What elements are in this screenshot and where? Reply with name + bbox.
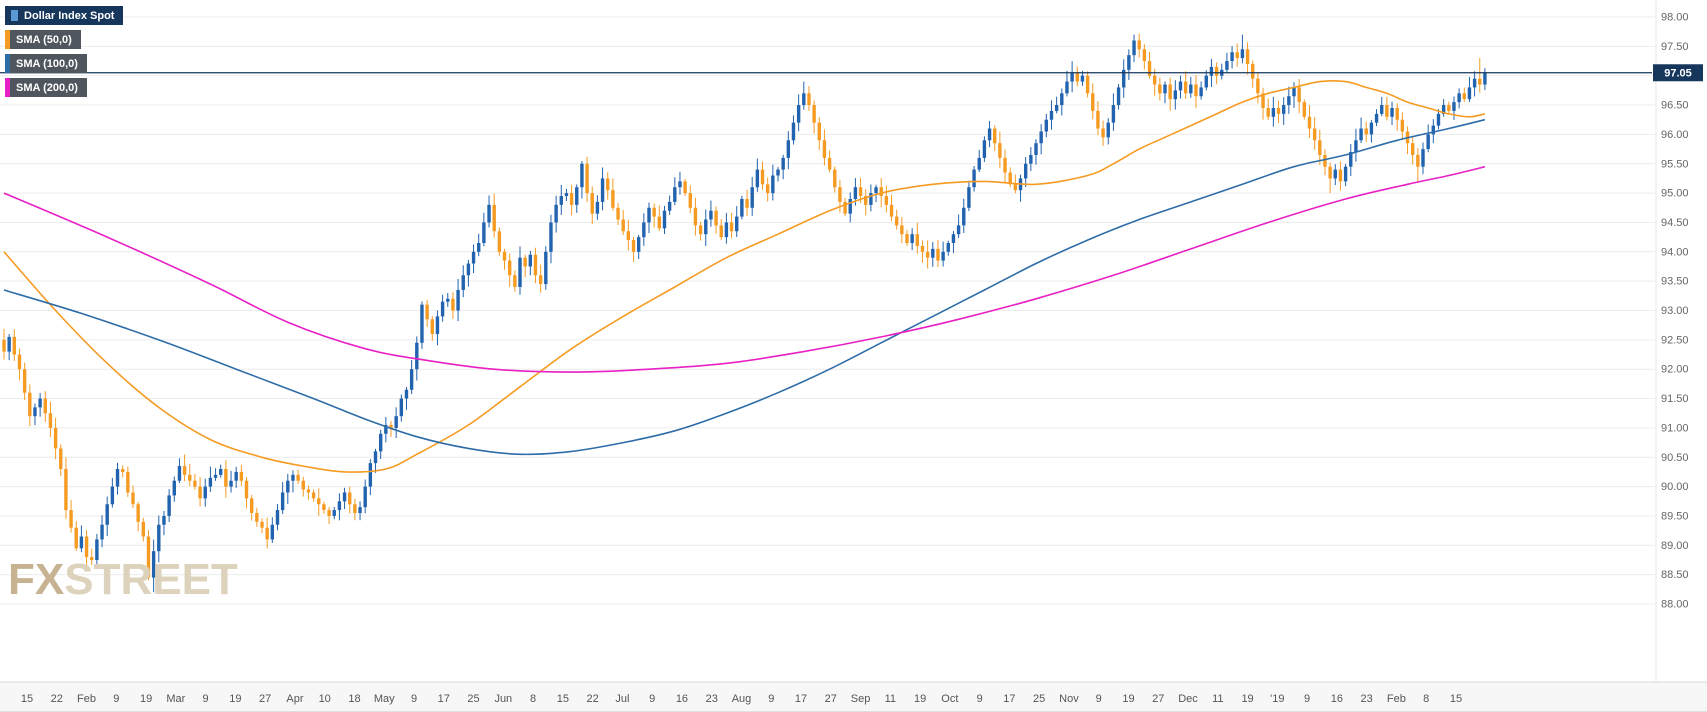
svg-text:23: 23 xyxy=(1361,693,1373,705)
svg-text:97.05: 97.05 xyxy=(1664,68,1692,80)
svg-text:9: 9 xyxy=(203,693,209,705)
candlestick-marker-icon xyxy=(11,10,18,21)
svg-text:9: 9 xyxy=(1096,693,1102,705)
current-price-badge: 97.05 xyxy=(1653,64,1703,82)
fxstreet-watermark-fx: FX xyxy=(8,555,65,604)
sma200-color-bar-icon xyxy=(5,78,10,97)
svg-text:96.00: 96.00 xyxy=(1661,129,1689,141)
svg-text:18: 18 xyxy=(348,693,360,705)
svg-text:19: 19 xyxy=(1122,693,1134,705)
sma100-color-bar-icon xyxy=(5,54,10,73)
legend-series-badge[interactable]: Dollar Index Spot xyxy=(5,6,124,25)
svg-text:10: 10 xyxy=(319,693,331,705)
svg-text:19: 19 xyxy=(1241,693,1253,705)
svg-text:15: 15 xyxy=(1450,693,1462,705)
svg-text:9: 9 xyxy=(977,693,983,705)
svg-text:27: 27 xyxy=(259,693,271,705)
x-axis[interactable]: 15 22 Feb 9 19 Mar 9 19 27 Apr 10 18 May 9 17 25 Jun 8 15 2… xyxy=(0,681,1707,712)
svg-text:8: 8 xyxy=(530,693,536,705)
svg-text:92.50: 92.50 xyxy=(1661,334,1689,346)
legend-sma50-badge[interactable]: SMA (50,0) xyxy=(5,30,81,49)
svg-text:93.50: 93.50 xyxy=(1661,276,1689,288)
svg-text:Apr: Apr xyxy=(286,693,303,705)
svg-text:22: 22 xyxy=(51,693,63,705)
legend-sma50-label: SMA (50,0) xyxy=(16,33,72,46)
legend-sma200-label: SMA (200,0) xyxy=(16,81,78,94)
svg-text:92.00: 92.00 xyxy=(1661,364,1689,376)
svg-text:9: 9 xyxy=(768,693,774,705)
svg-text:95.00: 95.00 xyxy=(1661,188,1689,200)
svg-text:Feb: Feb xyxy=(77,693,96,705)
legend-series-label: Dollar Index Spot xyxy=(24,9,115,22)
svg-text:88.00: 88.00 xyxy=(1661,599,1689,611)
svg-text:15: 15 xyxy=(21,693,33,705)
svg-text:11: 11 xyxy=(1212,693,1223,705)
svg-text:97.50: 97.50 xyxy=(1661,41,1689,53)
svg-text:9: 9 xyxy=(1304,693,1310,705)
candlestick-series xyxy=(2,33,1487,593)
svg-text:25: 25 xyxy=(467,693,479,705)
sma-100-line xyxy=(3,118,1486,456)
fxstreet-watermark: FXSTREET xyxy=(8,558,238,602)
sma-200-line xyxy=(3,165,1486,373)
svg-text:98.00: 98.00 xyxy=(1661,12,1689,24)
legend-sma100-badge[interactable]: SMA (100,0) xyxy=(5,54,87,73)
svg-text:Jun: Jun xyxy=(494,693,512,705)
svg-text:88.50: 88.50 xyxy=(1661,569,1689,581)
svg-text:94.00: 94.00 xyxy=(1661,246,1689,258)
svg-text:16: 16 xyxy=(676,693,688,705)
svg-text:95.50: 95.50 xyxy=(1661,158,1689,170)
svg-text:91.50: 91.50 xyxy=(1661,393,1689,405)
svg-text:90.00: 90.00 xyxy=(1661,481,1689,493)
svg-text:89.00: 89.00 xyxy=(1661,540,1689,552)
svg-text:Dec: Dec xyxy=(1178,693,1198,705)
svg-text:17: 17 xyxy=(438,693,450,705)
price-grid xyxy=(0,0,1657,682)
fxstreet-watermark-street: STREET xyxy=(64,555,238,604)
svg-text:'19: '19 xyxy=(1270,693,1284,705)
svg-text:22: 22 xyxy=(587,693,599,705)
svg-text:9: 9 xyxy=(411,693,417,705)
svg-text:89.50: 89.50 xyxy=(1661,510,1689,522)
svg-text:19: 19 xyxy=(914,693,926,705)
svg-text:11: 11 xyxy=(885,693,896,705)
sma-50-line xyxy=(3,80,1486,473)
svg-text:9: 9 xyxy=(649,693,655,705)
svg-text:94.50: 94.50 xyxy=(1661,217,1689,229)
svg-text:Sep: Sep xyxy=(851,693,871,705)
svg-text:15: 15 xyxy=(557,693,569,705)
svg-text:17: 17 xyxy=(795,693,807,705)
svg-text:Aug: Aug xyxy=(732,693,752,705)
svg-text:Jul: Jul xyxy=(615,693,629,705)
svg-text:93.00: 93.00 xyxy=(1661,305,1689,317)
legend-sma200-badge[interactable]: SMA (200,0) xyxy=(5,78,87,97)
svg-text:96.50: 96.50 xyxy=(1661,100,1689,112)
sma50-color-bar-icon xyxy=(5,30,10,49)
svg-text:9: 9 xyxy=(113,693,119,705)
legend-sma100-label: SMA (100,0) xyxy=(16,57,78,70)
svg-text:25: 25 xyxy=(1033,693,1045,705)
svg-text:23: 23 xyxy=(706,693,718,705)
svg-text:17: 17 xyxy=(1003,693,1015,705)
svg-text:19: 19 xyxy=(140,693,152,705)
svg-text:Oct: Oct xyxy=(941,693,958,705)
svg-text:27: 27 xyxy=(825,693,837,705)
svg-text:Nov: Nov xyxy=(1059,693,1079,705)
svg-text:May: May xyxy=(374,693,395,705)
chart-legend: Dollar Index Spot SMA (50,0) SMA (100,0)… xyxy=(5,6,124,97)
svg-text:8: 8 xyxy=(1423,693,1429,705)
svg-text:Feb: Feb xyxy=(1387,693,1406,705)
svg-text:16: 16 xyxy=(1331,693,1343,705)
svg-text:90.50: 90.50 xyxy=(1661,452,1689,464)
svg-text:19: 19 xyxy=(229,693,241,705)
svg-text:91.00: 91.00 xyxy=(1661,422,1689,434)
svg-text:Mar: Mar xyxy=(166,693,185,705)
y-axis-labels[interactable]: 98.0097.5097.0096.5096.0095.5095.0094.50… xyxy=(1661,12,1689,611)
svg-text:27: 27 xyxy=(1152,693,1164,705)
